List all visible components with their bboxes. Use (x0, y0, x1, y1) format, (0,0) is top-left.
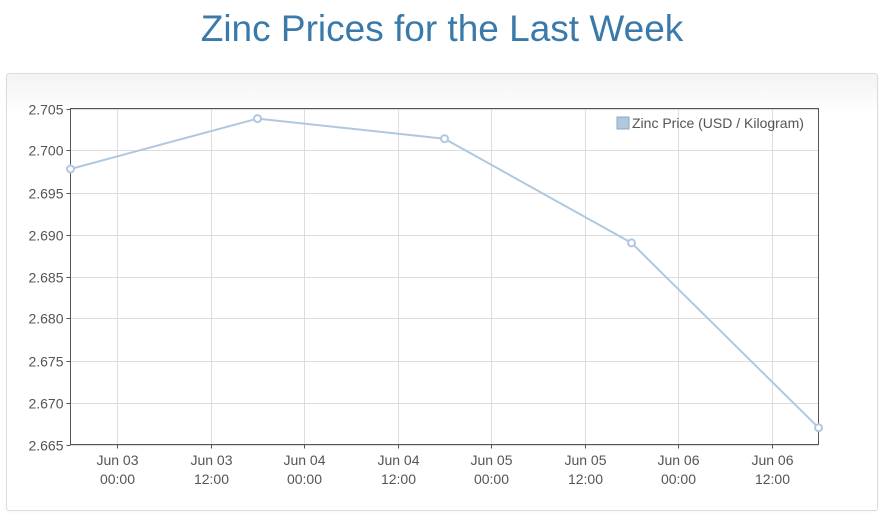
x-tick-label: Jun 04 12:00 (377, 452, 419, 487)
y-tick-label: 2.695 (28, 186, 63, 202)
x-tick-label: Jun 03 12:00 (190, 452, 232, 487)
data-point (253, 114, 262, 124)
y-tick-label: 2.700 (28, 143, 63, 159)
legend: Zinc Price (USD / Kilogram) (616, 115, 804, 131)
x-tick-label: Jun 05 12:00 (564, 452, 606, 487)
legend-label: Zinc Price (USD / Kilogram) (632, 115, 804, 131)
series-line (70, 117, 820, 429)
plot-frame (70, 108, 819, 445)
series-layer (66, 114, 823, 433)
x-axis: Jun 03 00:00 Jun 03 12:00 Jun 04 00:00 Jun 04 1… (96, 444, 794, 487)
y-tick-label: 2.675 (28, 354, 63, 370)
y-tick-label: 2.665 (28, 438, 63, 454)
x-tick-label: Jun 06 00:00 (657, 452, 699, 487)
y-tick-label: 2.670 (28, 396, 63, 412)
data-point (627, 238, 636, 248)
y-tick-label: 2.680 (28, 311, 63, 327)
x-tick-label: Jun 04 00:00 (283, 452, 325, 487)
data-point (440, 134, 449, 144)
x-tick-label: Jun 06 12:00 (751, 452, 793, 487)
x-tick-label: Jun 05 00:00 (470, 452, 512, 487)
y-tick-label: 2.690 (28, 228, 63, 244)
grid-layer (70, 108, 819, 446)
y-axis: 2.665 2.670 2.675 2.680 2.685 2.690 2.695 2.700… (28, 102, 71, 454)
data-point (814, 423, 823, 433)
chart-panel (6, 73, 878, 511)
legend-swatch (616, 116, 630, 130)
y-tick-label: 2.685 (28, 270, 63, 286)
x-tick-label: Jun 03 00:00 (96, 452, 138, 487)
page-title: Zinc Prices for the Last Week (200, 8, 684, 49)
y-tick-label: 2.705 (28, 102, 63, 118)
data-point (66, 164, 75, 174)
